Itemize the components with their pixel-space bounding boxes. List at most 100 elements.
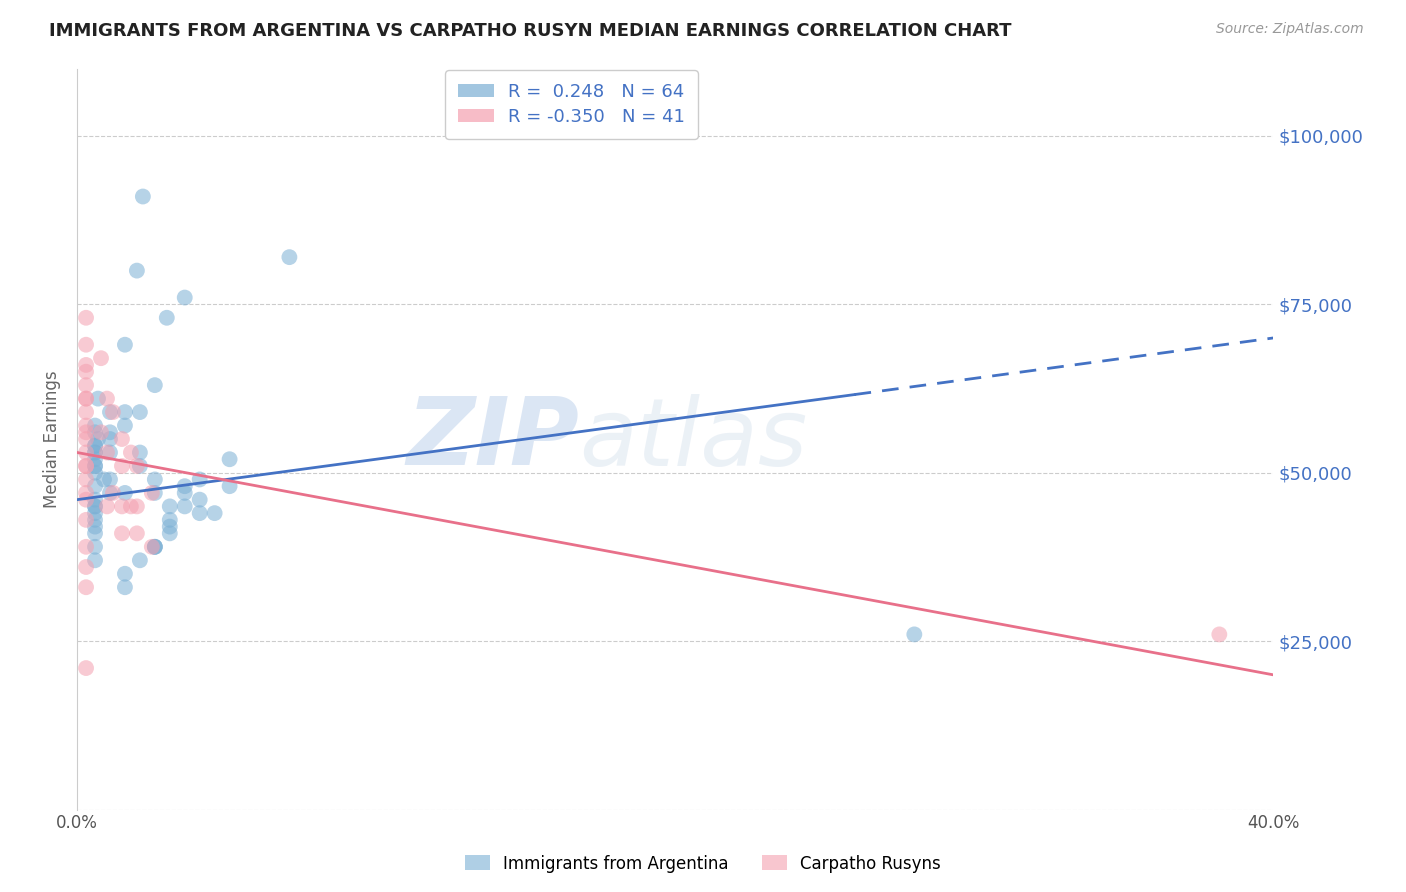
Point [125,263,148,277]
Point [84,513,107,527]
Point [156,310,179,325]
Point [75,378,97,392]
Point [278,250,301,264]
Point [84,418,107,433]
Point [173,500,195,514]
Point [132,189,155,203]
Point [111,432,134,446]
Point [111,526,134,541]
Point [75,432,97,446]
Point [141,486,163,500]
Point [96,500,118,514]
Point [84,540,107,554]
Point [173,479,195,493]
Point [114,566,136,581]
Point [114,486,136,500]
Point [84,506,107,520]
Point [75,580,97,594]
Point [903,627,925,641]
Point [75,661,97,675]
Point [159,500,181,514]
Point [125,458,148,473]
Point [75,392,97,406]
Point [87,432,110,446]
Point [173,291,195,305]
Point [114,418,136,433]
Point [84,458,107,473]
Point [84,458,107,473]
Point [128,553,150,567]
Point [101,486,124,500]
Point [128,458,150,473]
Text: IMMIGRANTS FROM ARGENTINA VS CARPATHO RUSYN MEDIAN EARNINGS CORRELATION CHART: IMMIGRANTS FROM ARGENTINA VS CARPATHO RU… [49,22,1012,40]
Point [114,580,136,594]
Point [98,425,121,440]
Point [75,486,97,500]
Point [87,392,110,406]
Text: ZIP: ZIP [406,393,579,485]
Point [84,452,107,467]
Point [114,405,136,419]
Point [159,513,181,527]
Legend: Immigrants from Argentina, Carpatho Rusyns: Immigrants from Argentina, Carpatho Rusy… [458,848,948,880]
Point [75,445,97,459]
Point [84,439,107,453]
Point [128,445,150,459]
Point [84,445,107,459]
Point [98,405,121,419]
Point [75,513,97,527]
Point [1208,627,1230,641]
Point [98,445,121,459]
Point [114,337,136,351]
Point [84,519,107,533]
Point [96,445,118,459]
Point [143,472,166,486]
Point [84,500,107,514]
Point [143,540,166,554]
Point [75,358,97,372]
Point [159,519,181,533]
Point [75,310,97,325]
Point [75,392,97,406]
Point [143,540,166,554]
Point [84,439,107,453]
Point [188,506,211,520]
Point [84,425,107,440]
Point [75,365,97,379]
Point [173,486,195,500]
Point [84,479,107,493]
Point [218,479,240,493]
Point [93,472,115,486]
Point [204,506,226,520]
Point [75,337,97,351]
Point [141,540,163,554]
Point [84,500,107,514]
Point [84,466,107,480]
Point [120,500,142,514]
Point [125,500,148,514]
Point [143,378,166,392]
Point [159,526,181,541]
Point [188,472,211,486]
Point [84,526,107,541]
Point [75,418,97,433]
Point [84,492,107,507]
Point [84,553,107,567]
Point [143,486,166,500]
Text: atlas: atlas [579,393,807,484]
Point [75,425,97,440]
Point [75,560,97,574]
Point [101,405,124,419]
Point [120,445,142,459]
Point [128,405,150,419]
Text: Source: ZipAtlas.com: Source: ZipAtlas.com [1216,22,1364,37]
Point [98,432,121,446]
Point [90,351,112,366]
Point [75,472,97,486]
Point [143,540,166,554]
Point [75,492,97,507]
Y-axis label: Median Earnings: Median Earnings [44,370,60,508]
Point [188,492,211,507]
Point [75,540,97,554]
Point [96,392,118,406]
